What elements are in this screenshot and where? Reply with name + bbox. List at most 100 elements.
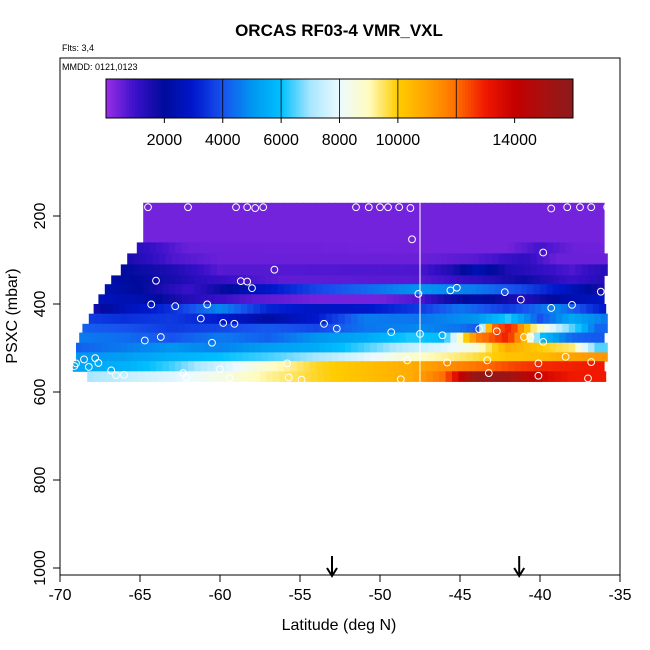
heatmap-cell bbox=[495, 202, 503, 243]
heatmap-cell bbox=[290, 294, 298, 305]
heatmap-cell bbox=[408, 313, 416, 325]
heatmap-cell bbox=[456, 202, 464, 243]
heatmap-cell bbox=[591, 284, 599, 295]
heatmap-cell bbox=[188, 202, 195, 243]
heatmap-cell bbox=[549, 264, 557, 276]
heatmap-cell bbox=[554, 304, 562, 315]
heatmap-cell bbox=[543, 313, 551, 325]
data-point bbox=[171, 302, 180, 311]
heatmap-cell bbox=[252, 275, 259, 285]
heatmap-cell bbox=[591, 202, 599, 243]
heatmap-cell bbox=[253, 304, 261, 315]
data-point bbox=[196, 314, 205, 323]
heatmap-cell bbox=[136, 332, 144, 344]
heatmap-cell bbox=[463, 275, 471, 285]
heatmap-cell bbox=[594, 253, 602, 265]
heatmap-cell bbox=[223, 264, 231, 276]
heatmap-cell bbox=[424, 294, 432, 305]
heatmap-cell bbox=[223, 323, 231, 334]
heatmap-cell bbox=[418, 242, 426, 254]
heatmap-cell bbox=[277, 284, 285, 295]
heatmap-cell bbox=[389, 342, 397, 353]
heatmap-cell bbox=[415, 264, 423, 276]
data-point bbox=[283, 359, 292, 368]
colorbar-segment bbox=[108, 79, 113, 118]
heatmap-cell bbox=[98, 332, 106, 344]
heatmap-cell bbox=[517, 253, 525, 265]
colorbar-segment bbox=[254, 79, 259, 118]
heatmap-cell bbox=[533, 275, 541, 285]
heatmap-cell bbox=[445, 371, 453, 382]
heatmap-cell bbox=[309, 284, 317, 295]
heatmap-cell bbox=[375, 371, 383, 382]
heatmap-cell bbox=[394, 304, 402, 315]
heatmap-cell bbox=[520, 332, 528, 344]
heatmap-cell bbox=[312, 352, 320, 362]
heatmap-cell bbox=[412, 361, 419, 372]
heatmap-cell bbox=[584, 294, 592, 305]
heatmap-cell bbox=[351, 323, 359, 334]
heatmap-cell bbox=[338, 352, 346, 362]
heatmap-cell bbox=[562, 352, 570, 362]
colorbar-segment bbox=[403, 79, 408, 118]
heatmap-cell bbox=[405, 284, 413, 295]
heatmap-cell bbox=[248, 313, 256, 325]
heatmap-cell bbox=[293, 313, 301, 325]
heatmap-cell bbox=[356, 304, 363, 315]
heatmap-cell bbox=[146, 352, 154, 362]
colorbar-segment bbox=[342, 79, 346, 118]
heatmap-cell bbox=[325, 264, 333, 276]
heatmap-cell bbox=[501, 294, 509, 305]
heatmap-cell bbox=[176, 304, 184, 315]
data-point bbox=[384, 203, 392, 212]
heatmap-cell bbox=[434, 313, 442, 325]
colorbar-segment bbox=[418, 79, 422, 118]
heatmap-cell bbox=[594, 313, 602, 325]
heatmap-cell bbox=[357, 342, 365, 353]
heatmap-cell bbox=[296, 284, 304, 295]
colorbar-segment bbox=[555, 79, 559, 118]
heatmap-cell bbox=[400, 304, 408, 315]
heatmap-cell bbox=[239, 361, 247, 372]
heatmap-cell bbox=[360, 242, 368, 254]
heatmap-cell bbox=[136, 361, 144, 372]
data-point bbox=[396, 375, 405, 384]
data-point bbox=[152, 276, 160, 285]
heatmap-cell bbox=[453, 264, 461, 276]
heatmap-cell bbox=[434, 253, 442, 265]
heatmap-cell bbox=[360, 275, 368, 285]
heatmap-cell bbox=[573, 371, 581, 382]
heatmap-cell bbox=[428, 352, 435, 362]
heatmap-cell bbox=[184, 323, 192, 334]
heatmap-cell bbox=[559, 284, 567, 295]
heatmap-cell bbox=[514, 332, 522, 344]
heatmap-cell bbox=[260, 304, 267, 315]
colorbar-segment bbox=[319, 79, 323, 118]
data-point bbox=[516, 295, 525, 304]
data-point bbox=[603, 203, 612, 212]
heatmap-cell bbox=[477, 371, 485, 382]
data-point bbox=[70, 362, 79, 370]
heatmap-cell bbox=[221, 371, 229, 382]
heatmap-cell bbox=[460, 352, 467, 362]
heatmap-cell bbox=[488, 284, 496, 295]
heatmap-cell bbox=[360, 294, 368, 305]
heatmap-cell bbox=[600, 313, 608, 325]
heatmap-cell bbox=[194, 202, 202, 243]
colorbar-segment bbox=[190, 79, 194, 118]
heatmap-cell bbox=[556, 323, 563, 334]
heatmap-cell bbox=[279, 304, 287, 315]
heatmap-cell bbox=[306, 352, 314, 362]
data-point bbox=[395, 203, 404, 212]
heatmap-cell bbox=[247, 304, 255, 315]
heatmap-cell bbox=[264, 361, 272, 372]
heatmap-cell bbox=[540, 275, 547, 285]
heatmap-cell bbox=[476, 361, 483, 372]
heatmap-cell bbox=[140, 313, 147, 325]
colorbar-segment bbox=[532, 79, 536, 118]
colorbar-tick-label: 8000 bbox=[322, 132, 358, 149]
heatmap-cell bbox=[399, 361, 407, 372]
data-point bbox=[484, 369, 493, 377]
heatmap-cell bbox=[300, 342, 307, 353]
heatmap-cell bbox=[568, 253, 576, 265]
